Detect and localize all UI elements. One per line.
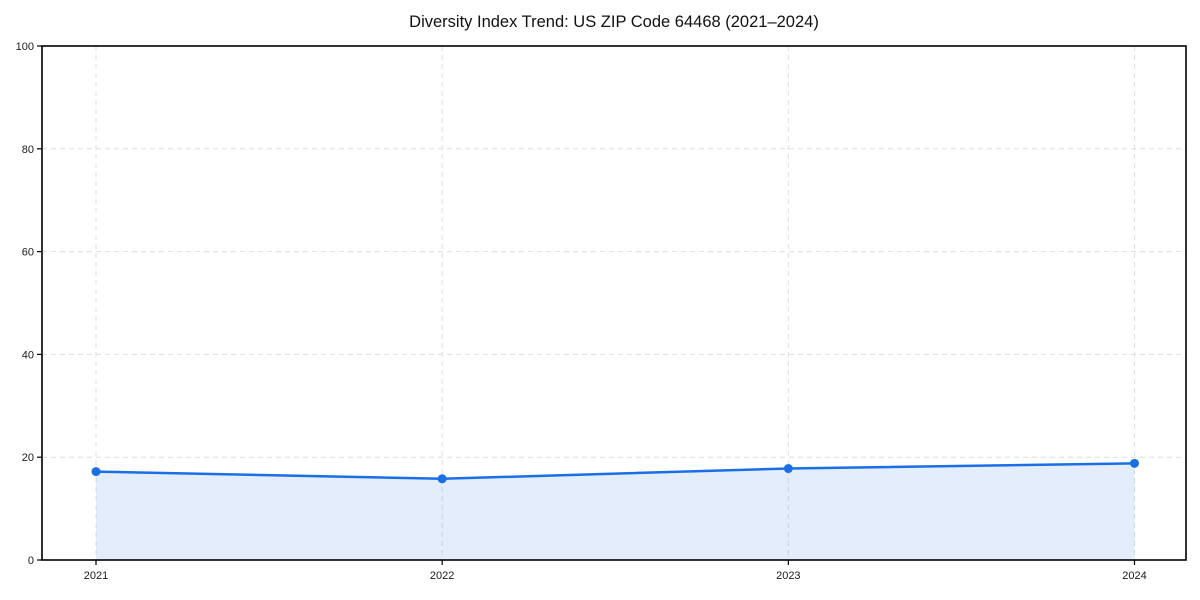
plot-border bbox=[41, 45, 1187, 561]
y-tick-label: 40 bbox=[22, 349, 34, 361]
series-line bbox=[94, 462, 1136, 481]
x-tick-label: 2023 bbox=[776, 570, 800, 582]
data-point-2021 bbox=[91, 467, 101, 477]
data-point-2022 bbox=[437, 474, 447, 484]
y-tick-label: 0 bbox=[28, 555, 34, 567]
x-axis: 2021 2022 2023 2024 bbox=[84, 560, 1147, 582]
y-tick-label: 20 bbox=[22, 452, 34, 464]
x-tick-label: 2024 bbox=[1122, 570, 1146, 582]
data-point-2024 bbox=[1130, 458, 1139, 468]
series-area-fill bbox=[96, 463, 1135, 560]
y-axis: 0 20 40 60 80 100 bbox=[16, 41, 42, 567]
y-tick-label: 100 bbox=[16, 41, 34, 53]
chart-title: Diversity Index Trend: US ZIP Code 64468… bbox=[409, 13, 819, 31]
x-tick-label: 2022 bbox=[430, 570, 454, 582]
y-tick-label: 80 bbox=[22, 144, 34, 156]
data-point-2023 bbox=[783, 464, 793, 474]
x-tick-label: 2021 bbox=[84, 570, 108, 582]
y-tick-label: 60 bbox=[22, 247, 34, 259]
data-points bbox=[91, 458, 1139, 484]
gridlines bbox=[42, 46, 1186, 560]
